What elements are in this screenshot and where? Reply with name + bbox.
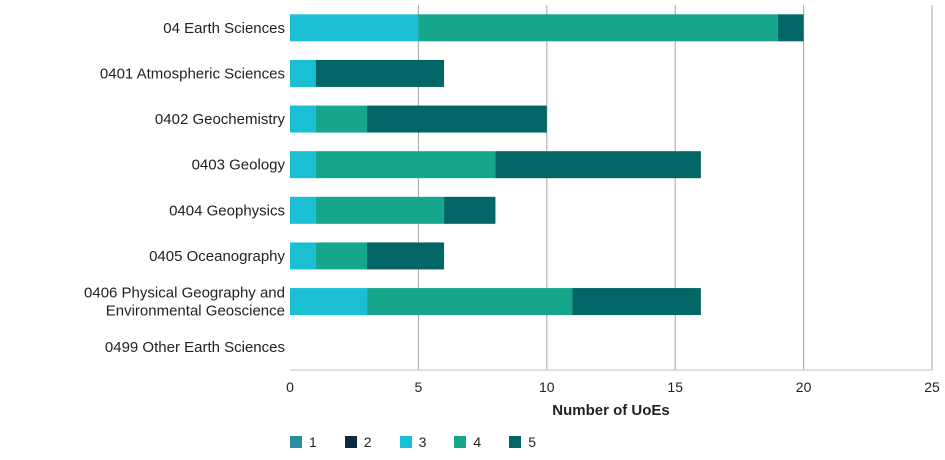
- bar-segment: [290, 151, 316, 179]
- legend-item: 4: [454, 434, 481, 450]
- bar-segment: [444, 196, 496, 224]
- category-label: Environmental Geoscience: [106, 303, 285, 320]
- bar-segment: [290, 14, 419, 42]
- bar-segment: [315, 242, 368, 270]
- category-label: 0401 Atmospheric Sciences: [100, 65, 285, 82]
- gridlines: [417, 5, 933, 370]
- bar-segment: [290, 59, 316, 87]
- bar-segment: [418, 14, 778, 42]
- bar-segment: [367, 105, 547, 133]
- legend-swatch: [399, 436, 412, 448]
- bar-segment: [315, 59, 445, 87]
- bar-segment: [315, 105, 368, 133]
- legend-swatch: [344, 436, 357, 448]
- x-tick-label: 5: [415, 379, 423, 395]
- category-label: 04 Earth Sciences: [163, 20, 285, 37]
- legend-item: 5: [509, 434, 536, 450]
- legend: 1 2 3 4 5: [290, 432, 564, 452]
- legend-label: 4: [473, 434, 482, 450]
- category-label: 0403 Geology: [192, 157, 286, 174]
- bar-segment: [315, 196, 445, 224]
- bar-segment: [290, 196, 316, 224]
- legend-label: 3: [418, 434, 427, 450]
- legend-label: 1: [309, 434, 317, 450]
- bar-segment: [367, 242, 445, 270]
- x-tick-label: 25: [924, 379, 940, 395]
- legend-item: 1: [290, 434, 317, 450]
- bar-segment: [495, 151, 701, 179]
- legend-swatch: [454, 436, 467, 448]
- category-label: 0499 Other Earth Sciences: [105, 339, 285, 356]
- x-tick-label: 20: [796, 379, 812, 395]
- legend-label: 2: [363, 434, 372, 450]
- legend-label: 5: [528, 434, 536, 450]
- x-tick-label: 10: [539, 379, 555, 395]
- bar-segment: [290, 105, 316, 133]
- category-label: 0404 Geophysics: [169, 202, 285, 219]
- category-label: 0402 Geochemistry: [155, 111, 286, 128]
- bar-segment: [315, 151, 496, 179]
- legend-item: 2: [344, 434, 372, 450]
- category-label: 0406 Physical Geography and: [84, 285, 285, 302]
- legend-swatch: [290, 436, 302, 448]
- x-tick-label: 0: [286, 379, 294, 395]
- legend-item: 3: [399, 434, 427, 450]
- bar-segment: [290, 242, 316, 270]
- bar-segment: [367, 288, 573, 316]
- category-labels: 04 Earth Sciences 0401 Atmospheric Scienc…: [84, 20, 285, 356]
- bar-segment: [777, 14, 804, 42]
- x-tick-labels: 0 5 10 15 20 25: [286, 379, 940, 395]
- x-tick-label: 15: [667, 379, 683, 395]
- bar-segment: [572, 288, 701, 316]
- x-axis-title: Number of UoEs: [552, 402, 670, 419]
- bars: [290, 14, 804, 316]
- legend-swatch: [509, 436, 522, 448]
- bar-segment: [290, 288, 368, 316]
- category-label: 0405 Oceanography: [149, 248, 285, 265]
